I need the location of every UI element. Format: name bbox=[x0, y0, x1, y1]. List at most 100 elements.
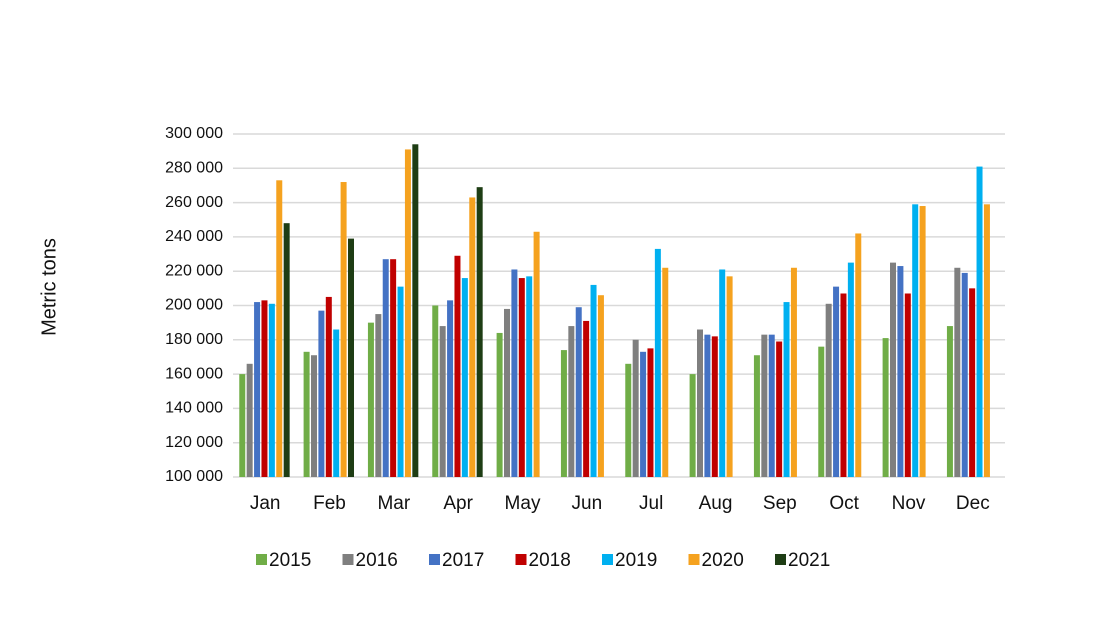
bar bbox=[711, 336, 718, 477]
y-tick-label: 240 000 bbox=[165, 228, 223, 245]
bar bbox=[246, 363, 253, 477]
bar bbox=[268, 303, 275, 477]
bar bbox=[904, 293, 911, 477]
bar bbox=[919, 206, 926, 477]
x-tick-label: Sep bbox=[763, 493, 797, 514]
legend-swatch bbox=[775, 554, 786, 565]
y-tick-label: 160 000 bbox=[165, 365, 223, 382]
bar bbox=[454, 255, 461, 477]
bar bbox=[447, 300, 454, 477]
y-tick-label: 220 000 bbox=[165, 262, 223, 279]
bar bbox=[625, 363, 632, 477]
bar bbox=[983, 204, 990, 477]
bar bbox=[825, 303, 832, 477]
bar bbox=[575, 307, 582, 477]
bar bbox=[404, 149, 411, 477]
bar bbox=[689, 374, 696, 477]
bar bbox=[776, 341, 783, 477]
bar bbox=[511, 269, 518, 477]
legend-swatch bbox=[256, 554, 267, 565]
y-tick-label: 180 000 bbox=[165, 331, 223, 348]
y-tick-label: 260 000 bbox=[165, 194, 223, 211]
bar bbox=[348, 238, 354, 477]
x-tick-label: Dec bbox=[956, 493, 990, 514]
bar bbox=[432, 305, 439, 477]
bar bbox=[340, 182, 347, 477]
bar bbox=[882, 338, 889, 477]
bar bbox=[897, 266, 904, 477]
y-tick-label: 280 000 bbox=[165, 160, 223, 177]
bar bbox=[726, 276, 733, 477]
bar bbox=[890, 262, 896, 477]
bar bbox=[276, 180, 283, 477]
legend-swatch bbox=[602, 554, 613, 565]
bar bbox=[976, 166, 983, 477]
bar bbox=[719, 269, 726, 477]
bar bbox=[753, 355, 760, 477]
bar bbox=[375, 314, 382, 477]
bar bbox=[783, 302, 790, 477]
bar bbox=[311, 355, 317, 477]
bar bbox=[840, 293, 847, 477]
bar bbox=[469, 197, 476, 477]
bar bbox=[382, 259, 389, 477]
bar bbox=[533, 231, 540, 477]
legend-swatch bbox=[688, 554, 700, 565]
x-tick-label: Feb bbox=[313, 493, 346, 514]
legend-swatch bbox=[515, 554, 527, 565]
bar bbox=[560, 350, 567, 477]
bar bbox=[325, 296, 332, 477]
bar bbox=[333, 329, 340, 477]
bar bbox=[526, 276, 533, 477]
bar bbox=[597, 295, 604, 477]
bar bbox=[761, 334, 768, 477]
x-tick-label: Mar bbox=[377, 493, 410, 514]
bar bbox=[583, 320, 590, 477]
legend-label: 2019 bbox=[615, 550, 657, 571]
bar bbox=[504, 308, 510, 477]
bar bbox=[654, 248, 661, 477]
x-tick-label: Jan bbox=[250, 493, 281, 514]
bar bbox=[590, 284, 597, 477]
y-tick-label: 200 000 bbox=[165, 297, 223, 314]
bar bbox=[239, 374, 246, 477]
y-tick-label: 100 000 bbox=[165, 468, 223, 485]
bar bbox=[518, 278, 525, 477]
bar bbox=[318, 310, 325, 477]
legend-label: 2015 bbox=[269, 550, 311, 571]
legend-label: 2021 bbox=[788, 550, 830, 571]
bar bbox=[662, 267, 669, 477]
bar bbox=[283, 223, 290, 477]
bar bbox=[254, 302, 261, 477]
bar bbox=[790, 267, 797, 477]
x-tick-label: Apr bbox=[443, 493, 473, 514]
bar bbox=[496, 332, 503, 477]
x-tick-label: May bbox=[505, 493, 541, 514]
bar bbox=[768, 334, 775, 477]
legend-swatch bbox=[342, 554, 354, 565]
x-tick-label: Aug bbox=[699, 493, 733, 514]
bar bbox=[640, 351, 647, 477]
legend-label: 2017 bbox=[442, 550, 484, 571]
legend-label: 2018 bbox=[529, 550, 571, 571]
bar bbox=[632, 339, 639, 477]
bar bbox=[439, 326, 446, 477]
bar bbox=[855, 233, 862, 477]
bar bbox=[912, 204, 919, 477]
bar bbox=[261, 300, 268, 477]
bar bbox=[568, 326, 575, 477]
x-tick-label: Oct bbox=[829, 493, 859, 514]
legend-swatch bbox=[429, 554, 440, 565]
x-tick-label: Jul bbox=[639, 493, 663, 514]
bar bbox=[647, 348, 654, 477]
x-tick-label: Jun bbox=[572, 493, 603, 514]
y-axis-label: Metric tons bbox=[38, 238, 60, 336]
bar bbox=[818, 346, 825, 477]
bar bbox=[367, 322, 374, 477]
x-tick-label: Nov bbox=[892, 493, 926, 514]
legend-label: 2016 bbox=[356, 550, 398, 571]
bar bbox=[390, 259, 397, 477]
bar bbox=[397, 286, 404, 477]
bar bbox=[412, 144, 419, 478]
